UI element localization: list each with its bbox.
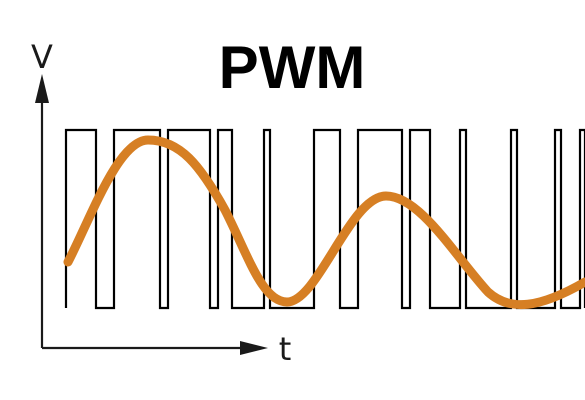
pwm-square-wave <box>64 128 585 310</box>
y-axis-label: V <box>31 38 53 76</box>
x-axis-arrow-icon <box>240 341 268 355</box>
x-axis: t <box>42 330 291 368</box>
y-axis-arrow-icon <box>35 74 49 103</box>
sine-wave <box>63 135 585 310</box>
x-axis-label: t <box>279 330 292 368</box>
y-axis: V <box>31 38 53 348</box>
diagram-title: PWM <box>219 34 366 101</box>
